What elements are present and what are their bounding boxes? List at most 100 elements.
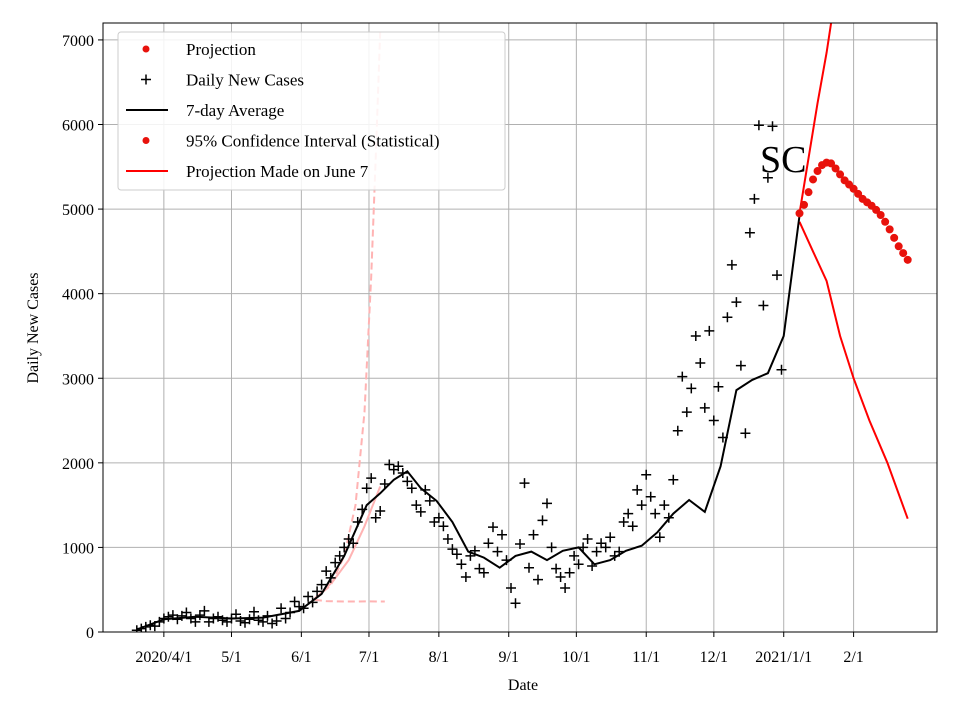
- legend-item: 7-day Average: [126, 101, 284, 120]
- daily-case-marker: [131, 625, 142, 632]
- projection-dot: [876, 211, 885, 220]
- y-axis-label: Daily New Cases: [25, 272, 42, 383]
- daily-case-marker: [537, 515, 548, 526]
- ci-upper-line: [798, 23, 833, 214]
- daily-case-marker: [758, 300, 769, 311]
- x-tick-label: 2020/4/1: [135, 649, 192, 666]
- daily-case-marker: [659, 500, 670, 511]
- projection-dot: [899, 249, 908, 258]
- y-tick-label: 4000: [62, 287, 94, 304]
- daily-case-marker: [546, 542, 557, 553]
- daily-case-marker: [190, 616, 201, 627]
- projection-dot: [885, 225, 894, 234]
- y-tick-label: 1000: [62, 540, 94, 557]
- daily-case-marker: [731, 297, 742, 308]
- daily-case-marker: [591, 546, 602, 557]
- chart-annotation: SC: [760, 139, 806, 181]
- daily-case-marker: [249, 606, 259, 617]
- x-tick-label: 5/1: [221, 649, 241, 666]
- projection-dot: [800, 200, 809, 209]
- daily-case-marker: [569, 550, 580, 561]
- daily-case-marker: [641, 469, 652, 480]
- y-axis: 0 1000 2000 3000 4000 5000 6000 7000: [62, 33, 103, 642]
- daily-case-marker: [289, 596, 300, 607]
- daily-case-marker: [497, 529, 507, 540]
- daily-case-marker: [542, 498, 552, 509]
- daily-case-marker: [451, 549, 462, 560]
- daily-case-marker: [551, 563, 562, 574]
- daily-case-marker: [596, 538, 607, 549]
- projection-dot: [795, 209, 804, 218]
- daily-case-marker: [645, 491, 656, 502]
- daily-case-marker: [519, 478, 530, 489]
- projection-dot: [903, 255, 912, 264]
- daily-case-marker: [415, 506, 426, 517]
- legend-label: 95% Confidence Interval (Statistical): [186, 132, 440, 151]
- daily-case-marker: [686, 383, 697, 394]
- daily-case-marker: [744, 227, 755, 238]
- daily-case-marker: [573, 559, 584, 570]
- legend-dot-symbol: [142, 137, 150, 144]
- y-tick-label: 6000: [62, 118, 94, 135]
- y-tick-label: 7000: [62, 33, 94, 50]
- june7-projection-fit: [314, 486, 382, 600]
- daily-case-marker: [762, 172, 773, 183]
- daily-case-marker: [524, 562, 534, 573]
- daily-case-marker: [695, 358, 706, 368]
- daily-case-marker: [699, 402, 710, 413]
- x-tick-label: 8/1: [429, 649, 449, 666]
- legend-item: Projection: [142, 40, 256, 59]
- legend-dot-symbol: [142, 45, 150, 53]
- daily-case-marker: [510, 598, 521, 609]
- daily-case-marker: [605, 532, 616, 543]
- x-tick-label: 10/1: [562, 649, 590, 666]
- daily-case-marker: [271, 616, 282, 626]
- daily-case-marker: [456, 559, 467, 570]
- daily-case-marker: [533, 574, 543, 585]
- y-tick-label: 0: [86, 625, 94, 642]
- daily-case-marker: [393, 461, 404, 472]
- daily-case-marker: [636, 500, 647, 511]
- plot-frame: [102, 22, 938, 633]
- daily-case-marker: [375, 506, 386, 516]
- daily-case-marker: [772, 270, 782, 281]
- daily-case-marker: [488, 522, 498, 533]
- daily-case-marker: [555, 572, 566, 582]
- x-tick-label: 7/1: [359, 649, 379, 666]
- daily-case-marker: [704, 325, 715, 336]
- daily-case-marker: [334, 550, 345, 561]
- daily-case-marker: [370, 512, 381, 523]
- daily-case-marker: [492, 546, 503, 557]
- daily-case-marker: [217, 615, 228, 626]
- daily-case-marker: [402, 476, 413, 487]
- daily-case-marker: [460, 572, 471, 582]
- daily-case-marker: [650, 508, 661, 519]
- daily-case-marker: [181, 607, 192, 618]
- daily-case-marker: [672, 425, 683, 436]
- y-tick-label: 2000: [62, 456, 94, 473]
- daily-case-marker: [244, 614, 255, 625]
- daily-case-marker: [303, 591, 314, 602]
- daily-case-marker: [560, 583, 571, 593]
- daily-case-marker: [321, 566, 332, 577]
- daily-case-marker: [753, 120, 764, 131]
- daily-case-marker: [506, 583, 516, 593]
- y-tick-label: 3000: [62, 371, 94, 388]
- daily-case-marker: [330, 557, 341, 568]
- daily-case-marker: [515, 539, 525, 549]
- daily-case-marker: [280, 613, 291, 624]
- x-axis: 2020/4/1 5/1 6/1 7/1 8/1 9/1 10/1 11/1 12/1 2021/…: [135, 632, 864, 666]
- projection-dot: [881, 217, 890, 226]
- daily-case-marker: [442, 534, 453, 544]
- x-tick-label: 2/1: [843, 649, 863, 666]
- daily-case-marker: [361, 483, 372, 494]
- daily-case-marker: [194, 610, 205, 621]
- legend: Projection Daily New Cases 7-day Average 95…: [117, 31, 506, 191]
- daily-case-marker: [749, 193, 760, 204]
- legend-label: Projection Made on June 7: [186, 162, 369, 181]
- daily-case-marker: [776, 364, 787, 375]
- daily-case-marker: [690, 331, 701, 341]
- legend-plus-symbol: [141, 74, 151, 85]
- daily-case-marker: [632, 484, 643, 495]
